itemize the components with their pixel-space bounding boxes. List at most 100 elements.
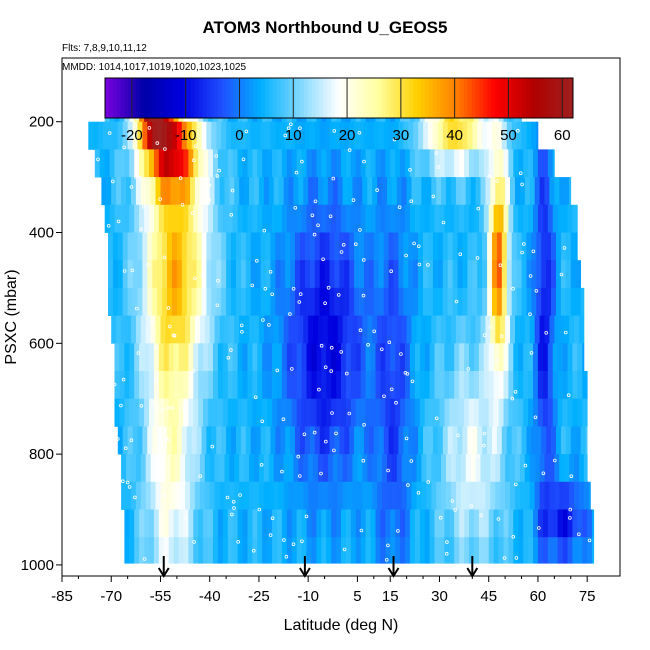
heatmap-cell [191, 287, 197, 316]
sample-point [270, 292, 275, 297]
heatmap-cell [339, 121, 345, 150]
sample-point [408, 168, 412, 172]
heatmap-cell [168, 398, 174, 427]
heatmap-cell [134, 398, 140, 427]
x-tick-label: 30 [431, 588, 448, 605]
heatmap-cell [111, 315, 117, 344]
heatmap-cell [478, 149, 485, 178]
heatmap-cell [144, 343, 150, 372]
heatmap-cell [449, 343, 455, 372]
heatmap-cell [281, 398, 288, 427]
sample-point [416, 244, 421, 249]
heatmap-cell [534, 454, 540, 483]
heatmap-cell [542, 398, 549, 427]
heatmap-cell [306, 398, 312, 427]
colorbar-swatch [233, 78, 239, 118]
heatmap-cell [234, 315, 240, 344]
sample-point [339, 350, 344, 354]
heatmap-cell [564, 454, 570, 483]
heatmap-cell [221, 121, 227, 150]
heatmap-cell [583, 481, 590, 510]
colorbar-swatch [467, 78, 473, 118]
heatmap-cell [296, 149, 302, 178]
heatmap-cell [139, 371, 145, 400]
heatmap-cell [188, 537, 194, 564]
heatmap-cell [285, 232, 291, 261]
heatmap-cell [460, 315, 467, 344]
x-tick-label: 15 [382, 588, 399, 605]
heatmap-cell [130, 315, 137, 344]
heatmap-cell [505, 177, 511, 206]
sample-point [275, 368, 280, 373]
heatmap-cell [416, 481, 422, 510]
sample-point [445, 540, 449, 544]
heatmap-cell [387, 454, 393, 483]
heatmap-cell [382, 177, 388, 206]
heatmap-cell [515, 315, 521, 344]
heatmap-cell [513, 343, 519, 372]
x-tick-label: -85 [51, 588, 73, 605]
colorbar-swatch [268, 78, 274, 118]
heatmap-cell [293, 454, 299, 483]
sample-point [339, 250, 344, 254]
heatmap-cell [406, 481, 412, 510]
heatmap-cell [222, 343, 229, 372]
heatmap-cell [513, 509, 519, 538]
heatmap-cell [421, 315, 427, 344]
heatmap-cell [400, 509, 406, 538]
colorbar-swatch [163, 78, 168, 118]
heatmap-cell [413, 260, 419, 289]
heatmap-cell [286, 537, 293, 564]
heatmap-cell [552, 343, 558, 372]
heatmap-cell [383, 121, 389, 150]
heatmap-cell [506, 121, 513, 150]
heatmap-cell [551, 426, 557, 455]
heatmap-cell [480, 177, 486, 206]
sample-point [469, 504, 474, 508]
colorbar-swatch [307, 78, 313, 118]
sample-point [142, 204, 146, 209]
plot-frame [61, 57, 621, 577]
heatmap-cell [432, 260, 439, 289]
heatmap-cell [446, 481, 452, 510]
sample-point [171, 333, 176, 338]
sample-point [384, 557, 389, 562]
heatmap-cell [428, 426, 434, 455]
heatmap-cell [409, 204, 416, 233]
heatmap-cell [431, 315, 437, 344]
sample-point [261, 318, 265, 322]
heatmap-cell [575, 426, 581, 455]
sample-point [366, 342, 370, 347]
heatmap-cell [506, 232, 513, 261]
heatmap-cell [213, 537, 219, 564]
heatmap-cell [345, 204, 352, 233]
heatmap-cell [126, 315, 132, 344]
heatmap-cell [316, 398, 322, 427]
heatmap-cell [318, 481, 324, 510]
heatmap-cell [130, 481, 137, 510]
sample-point [178, 176, 183, 180]
sample-point [207, 183, 212, 188]
heatmap-cell [122, 232, 128, 261]
heatmap-cell [549, 177, 555, 206]
heatmap-cell [149, 509, 155, 538]
heatmap-cell [267, 343, 273, 372]
heatmap-cell [432, 121, 439, 150]
sample-point [250, 283, 255, 288]
heatmap-cell [490, 315, 496, 344]
heatmap-cell [196, 260, 202, 289]
heatmap-cell [357, 177, 363, 206]
heatmap-cell [193, 537, 199, 564]
colorbar-tick-label: 50 [500, 127, 517, 144]
sample-point [193, 276, 197, 281]
heatmap-cell [152, 287, 158, 316]
heatmap-cell [524, 454, 531, 483]
heatmap-cell [592, 509, 595, 538]
heatmap-cell [175, 177, 181, 206]
heatmap-cell [439, 204, 445, 233]
heatmap-cell [388, 426, 394, 455]
heatmap-cell [272, 509, 278, 538]
heatmap-cell [475, 481, 481, 510]
heatmap-cell [467, 426, 473, 455]
heatmap-cell [373, 232, 380, 261]
